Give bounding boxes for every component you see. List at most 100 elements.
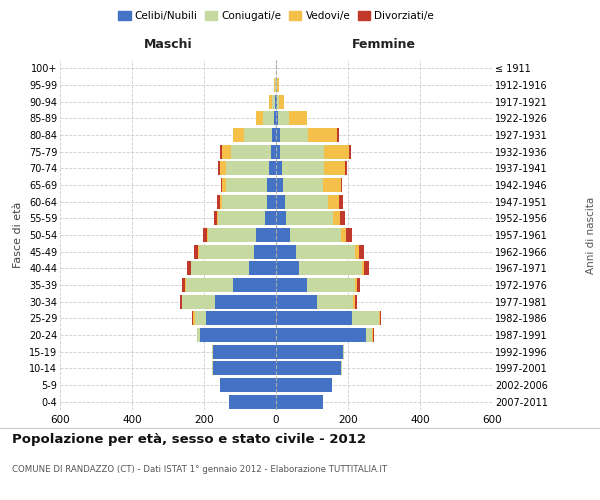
Bar (276, 128, 280, 142)
Bar (195, 311, 206, 326)
Bar (267, 194, 276, 209)
Bar (280, 128, 308, 142)
Bar (267, 178, 276, 192)
Bar (289, 112, 307, 126)
Bar (186, 278, 233, 292)
Bar (359, 244, 364, 259)
Bar (277, 78, 279, 92)
Bar (277, 94, 278, 109)
Bar (222, 178, 226, 192)
Bar (199, 244, 254, 259)
Bar (355, 294, 357, 308)
Bar (362, 261, 364, 276)
Bar (206, 311, 276, 326)
Bar (220, 144, 222, 159)
Bar (355, 244, 359, 259)
Bar (364, 261, 368, 276)
Text: Popolazione per età, sesso e stato civile - 2012: Popolazione per età, sesso e stato civil… (12, 432, 366, 446)
Bar (271, 144, 276, 159)
Bar (274, 112, 276, 126)
Bar (212, 344, 213, 359)
Bar (193, 311, 195, 326)
Bar (203, 228, 206, 242)
Bar (290, 228, 341, 242)
Bar (265, 211, 276, 226)
Bar (276, 228, 290, 242)
Bar (218, 211, 265, 226)
Bar (380, 311, 382, 326)
Bar (200, 328, 276, 342)
Bar (233, 128, 244, 142)
Bar (379, 311, 380, 326)
Bar (217, 211, 218, 226)
Bar (280, 144, 323, 159)
Text: Anni di nascita: Anni di nascita (586, 196, 596, 274)
Bar (220, 378, 276, 392)
Bar (278, 112, 289, 126)
Bar (229, 394, 276, 409)
Bar (276, 194, 285, 209)
Text: COMUNE DI RANDAZZO (CT) - Dati ISTAT 1° gennaio 2012 - Elaborazione TUTTITALIA.I: COMUNE DI RANDAZZO (CT) - Dati ISTAT 1° … (12, 466, 387, 474)
Bar (308, 128, 337, 142)
Bar (276, 162, 283, 175)
Text: Femmine: Femmine (352, 38, 416, 51)
Bar (278, 94, 284, 109)
Bar (341, 228, 346, 242)
Bar (208, 228, 256, 242)
Bar (276, 211, 286, 226)
Bar (341, 178, 342, 192)
Bar (283, 162, 324, 175)
Bar (274, 78, 275, 92)
Bar (212, 361, 213, 376)
Bar (185, 278, 186, 292)
Bar (249, 261, 276, 276)
Bar (276, 344, 343, 359)
Text: Maschi: Maschi (143, 38, 193, 51)
Bar (215, 294, 276, 308)
Bar (220, 162, 226, 175)
Bar (299, 261, 362, 276)
Bar (317, 294, 353, 308)
Bar (272, 128, 276, 142)
Bar (373, 328, 374, 342)
Bar (269, 94, 272, 109)
Bar (353, 294, 355, 308)
Bar (194, 244, 198, 259)
Bar (276, 261, 299, 276)
Bar (340, 211, 346, 226)
Bar (276, 378, 332, 392)
Bar (256, 228, 276, 242)
Bar (220, 194, 222, 209)
Bar (324, 162, 346, 175)
Bar (180, 294, 182, 308)
Bar (276, 328, 366, 342)
Bar (307, 278, 355, 292)
Bar (276, 361, 341, 376)
Bar (276, 311, 352, 326)
Bar (366, 328, 373, 342)
Bar (286, 211, 333, 226)
Bar (263, 112, 274, 126)
Bar (221, 178, 222, 192)
Bar (197, 328, 200, 342)
Bar (272, 94, 275, 109)
Bar (283, 178, 323, 192)
Bar (222, 144, 231, 159)
Bar (275, 94, 276, 109)
Bar (244, 128, 272, 142)
Legend: Celibi/Nubili, Coniugati/e, Vedovi/e, Divorziati/e: Celibi/Nubili, Coniugati/e, Vedovi/e, Di… (115, 8, 437, 24)
Bar (269, 162, 276, 175)
Y-axis label: Fasce di età: Fasce di età (13, 202, 23, 268)
Bar (339, 194, 343, 209)
Bar (256, 112, 263, 126)
Bar (276, 294, 317, 308)
Bar (337, 128, 339, 142)
Bar (276, 244, 296, 259)
Bar (296, 244, 355, 259)
Bar (226, 162, 269, 175)
Bar (323, 178, 341, 192)
Bar (233, 278, 276, 292)
Bar (226, 178, 267, 192)
Bar (346, 162, 347, 175)
Bar (218, 162, 220, 175)
